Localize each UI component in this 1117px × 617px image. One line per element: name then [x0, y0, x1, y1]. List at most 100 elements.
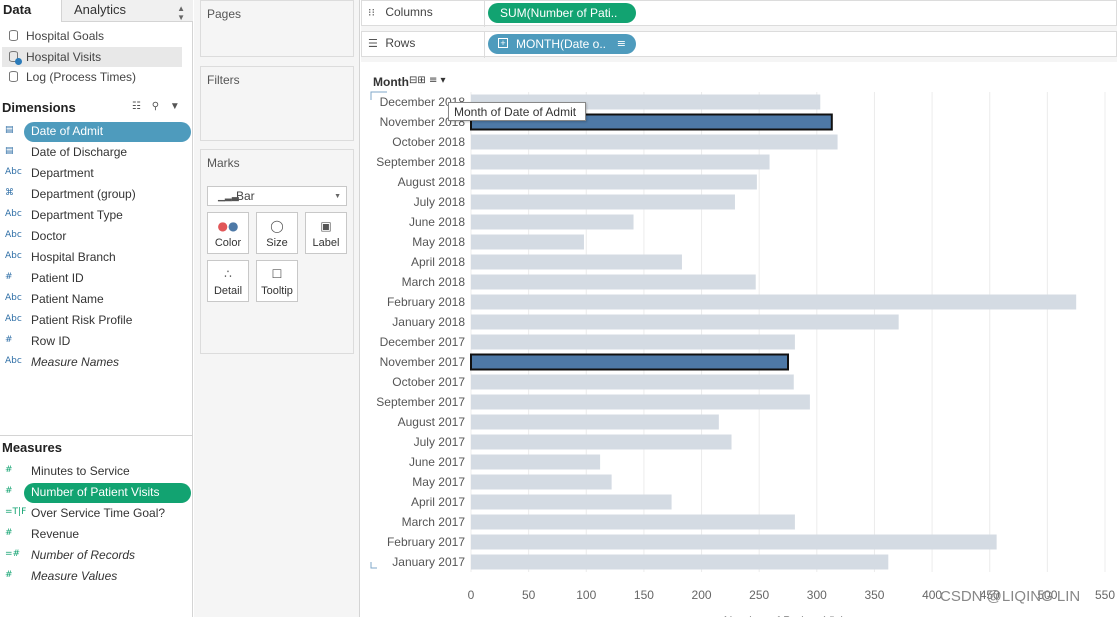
bar[interactable] [471, 254, 682, 270]
chevron-down-icon[interactable]: ▼ [169, 101, 180, 112]
bar[interactable] [471, 534, 997, 550]
bar[interactable] [471, 154, 770, 170]
row-label[interactable]: June 2017 [409, 455, 465, 469]
measure-field[interactable]: # Measure Values [0, 566, 192, 586]
measure-field[interactable]: # Number of Patient Visits [0, 482, 192, 503]
row-label[interactable]: August 2017 [398, 415, 466, 429]
tab-analytics[interactable]: Analytics ▲ ▼ [62, 0, 193, 22]
search-icon[interactable]: ⚲ [151, 101, 160, 112]
label-button[interactable]: ▣ Label [305, 212, 347, 254]
bar[interactable] [471, 214, 634, 230]
mark-type-select[interactable]: ▁▂▃ Bar ▼ [207, 186, 347, 206]
bar[interactable] [471, 294, 1077, 310]
measure-field[interactable]: =# Number of Records [0, 545, 192, 565]
filters-card[interactable]: Filters [200, 66, 354, 141]
row-label[interactable]: February 2017 [387, 535, 465, 549]
row-label[interactable]: March 2018 [402, 275, 466, 289]
size-button[interactable]: ◯ Size [256, 212, 298, 254]
dimension-field[interactable]: # Patient ID [0, 268, 192, 288]
row-label[interactable]: November 2017 [380, 355, 466, 369]
bar[interactable] [471, 194, 735, 210]
pages-card[interactable]: Pages [200, 0, 354, 57]
measure-field[interactable]: =T|F Over Service Time Goal? [0, 503, 192, 523]
columns-shelf[interactable]: ⁝⁝ Columns SUM(Number of Pati.. [361, 0, 1117, 27]
watermark: CSDN @LIQING LIN [940, 588, 1081, 605]
row-label[interactable]: February 2018 [387, 295, 465, 309]
tooltip-button[interactable]: ☐ Tooltip [256, 260, 298, 302]
chevron-down-icon[interactable]: ▾ [440, 75, 446, 86]
bar[interactable] [471, 434, 732, 450]
row-label[interactable]: September 2017 [376, 395, 465, 409]
measure-field[interactable]: # Revenue [0, 524, 192, 544]
bar[interactable] [471, 174, 757, 190]
bar[interactable] [471, 474, 612, 490]
bar[interactable] [471, 554, 889, 570]
bar[interactable] [471, 314, 899, 330]
dimension-field[interactable]: Abc Patient Name [0, 289, 192, 309]
bar[interactable] [471, 514, 795, 530]
row-label[interactable]: May 2018 [412, 235, 465, 249]
datasource-item[interactable]: Log (Process Times) [2, 67, 182, 87]
row-label[interactable]: December 2017 [380, 335, 466, 349]
expand-plus-icon[interactable]: + [498, 38, 508, 48]
rows-shelf-label: ☰ Rows [368, 36, 415, 50]
x-tick-label: 250 [749, 588, 769, 602]
dimension-field[interactable]: ▤ Date of Discharge [0, 142, 192, 162]
tab-data[interactable]: Data [0, 0, 62, 22]
bar[interactable] [471, 414, 719, 430]
row-label[interactable]: September 2018 [376, 155, 465, 169]
rows-pill[interactable]: + MONTH(Date o.. ≡ [488, 34, 636, 54]
row-label[interactable]: July 2018 [414, 195, 466, 209]
bar[interactable] [471, 274, 756, 290]
row-label[interactable]: December 2018 [380, 95, 466, 109]
color-button[interactable]: ●● Color [207, 212, 249, 254]
sort-icon[interactable]: ≡ [428, 75, 438, 86]
bar[interactable] [471, 494, 672, 510]
dimension-field[interactable]: Abc Doctor [0, 226, 192, 246]
detail-button[interactable]: ∴ Detail [207, 260, 249, 302]
expand-icon[interactable]: ⊞ [417, 75, 426, 86]
row-label[interactable]: October 2017 [392, 375, 465, 389]
row-label[interactable]: January 2017 [392, 555, 465, 569]
dimension-field[interactable]: ⌘ Department (group) [0, 184, 192, 204]
bar[interactable] [471, 454, 601, 470]
row-label[interactable]: June 2018 [409, 215, 465, 229]
dimension-field[interactable]: Abc Department [0, 163, 192, 183]
bar[interactable] [471, 334, 795, 350]
datasource-item[interactable]: Hospital Goals [2, 26, 182, 46]
measure-field[interactable]: # Minutes to Service [0, 461, 192, 481]
selection-corner [370, 91, 387, 100]
row-label[interactable]: August 2018 [398, 175, 466, 189]
row-label[interactable]: July 2017 [414, 435, 466, 449]
row-label[interactable]: January 2018 [392, 315, 465, 329]
bar[interactable] [470, 353, 789, 371]
row-label[interactable]: October 2018 [392, 135, 465, 149]
row-label[interactable]: April 2017 [411, 495, 465, 509]
dimension-field[interactable]: # Row ID [0, 331, 192, 351]
columns-pill[interactable]: SUM(Number of Pati.. [488, 3, 636, 23]
bar[interactable] [471, 394, 810, 410]
collapse-icon[interactable]: ⊟ [409, 75, 418, 86]
bar[interactable] [471, 234, 584, 250]
chevron-down-icon: ▼ [334, 193, 341, 200]
row-header-title[interactable]: Month [373, 75, 409, 89]
row-label[interactable]: April 2018 [411, 255, 465, 269]
bar[interactable] [471, 374, 794, 390]
dimension-field[interactable]: Abc Patient Risk Profile [0, 310, 192, 330]
dimension-field[interactable]: Abc Hospital Branch [0, 247, 192, 267]
dimension-field[interactable]: Abc Measure Names [0, 352, 192, 372]
dimension-field[interactable]: ▤ Date of Admit [0, 121, 192, 142]
row-label[interactable]: November 2018 [380, 115, 466, 129]
field-pill-highlight [24, 483, 191, 503]
sort-descending-icon[interactable]: ≡ [616, 37, 626, 50]
row-label[interactable]: March 2017 [402, 515, 466, 529]
x-axis-title[interactable]: Number of Patient Visits [724, 614, 853, 617]
bar[interactable] [471, 134, 838, 150]
row-label[interactable]: May 2017 [412, 475, 465, 489]
updown-caret-icon[interactable]: ▲ ▼ [177, 4, 185, 22]
rows-shelf[interactable]: ☰ Rows + MONTH(Date o.. ≡ [361, 31, 1117, 58]
x-tick-label: 0 [468, 588, 475, 602]
view-list-icon[interactable]: ☷ [132, 101, 141, 112]
dimension-field[interactable]: Abc Department Type [0, 205, 192, 225]
datasource-item[interactable]: Hospital Visits [2, 47, 182, 67]
